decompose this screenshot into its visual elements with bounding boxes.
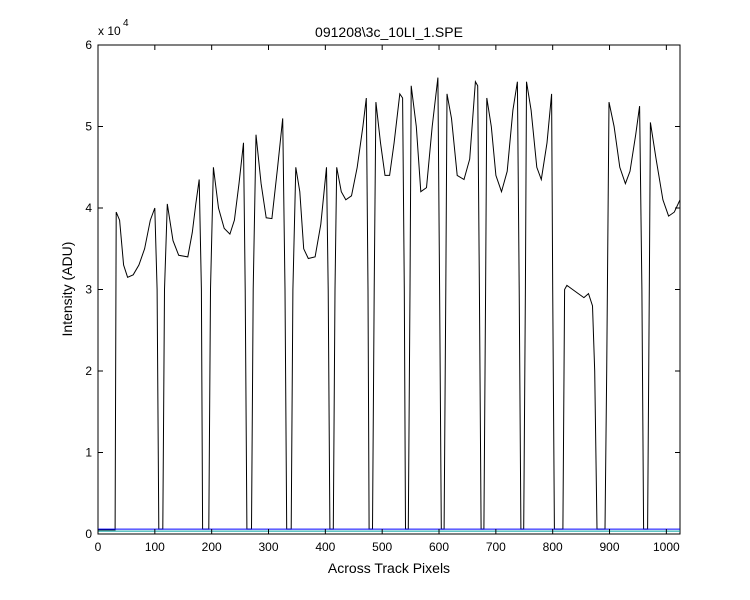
y-tick-label: 3 (85, 283, 92, 297)
y-tick-label: 2 (85, 364, 92, 378)
x-tick-label: 900 (600, 540, 620, 554)
x-tick-label: 500 (372, 540, 392, 554)
y-exponent-base: x 10 (98, 24, 121, 38)
y-exponent-power: 4 (123, 18, 129, 29)
y-tick-label: 1 (85, 446, 92, 460)
x-tick-label: 200 (202, 540, 222, 554)
y-axis-ticks: 0 1 2 3 4 5 6 (85, 38, 680, 541)
x-tick-label: 100 (145, 540, 165, 554)
x-tick-label: 400 (315, 540, 335, 554)
y-tick-label: 0 (85, 527, 92, 541)
y-tick-label: 4 (85, 201, 92, 215)
y-tick-label: 5 (85, 120, 92, 134)
x-tick-label: 800 (543, 540, 563, 554)
series-line-0 (98, 77, 681, 531)
series-layer (98, 77, 681, 532)
x-axis-ticks: 0 100 200 300 400 500 600 700 800 900 1000 (95, 45, 680, 554)
y-tick-label: 6 (85, 38, 92, 52)
x-tick-label: 0 (95, 540, 102, 554)
x-tick-label: 700 (486, 540, 506, 554)
x-axis-label: Across Track Pixels (328, 560, 450, 576)
x-tick-label: 600 (429, 540, 449, 554)
plot-area (97, 44, 681, 535)
chart-title: 091208\3c_10LI_1.SPE (315, 24, 463, 40)
y-axis-label: Intensity (ADU) (59, 242, 75, 337)
x-tick-label: 1000 (653, 540, 680, 554)
x-tick-label: 300 (258, 540, 278, 554)
